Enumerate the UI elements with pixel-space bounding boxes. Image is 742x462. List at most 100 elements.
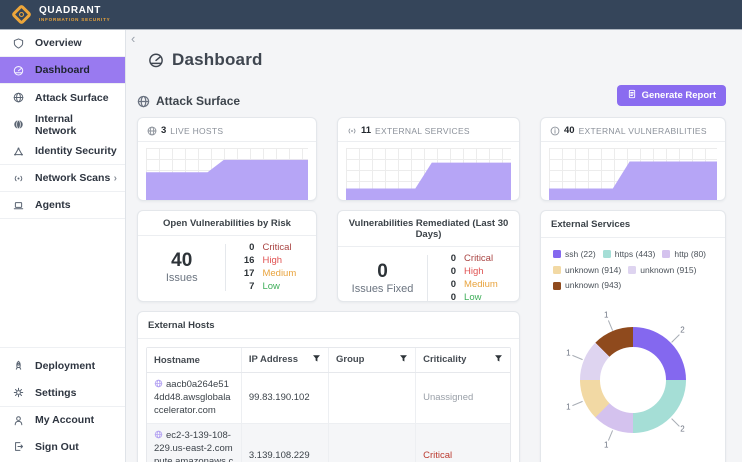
donut-legend: ssh (22) https (443) http (80) unknown (914… [541,238,725,294]
hierarchy-icon [11,146,26,157]
sidebar-item-agents[interactable]: Agents [0,192,125,219]
sidebar-item-my-account[interactable]: My Account [0,406,125,433]
card-body: 40 Issues 0Critical16High17Medium7Low [138,236,316,299]
open-vulnerabilities-card: Open Vulnerabilities by Risk 40 Issues 0… [137,210,317,302]
donut-callout-line [607,320,612,331]
issues-total: 40 Issues [138,251,225,284]
external-services-card: External Services ssh (22)https (443)htt… [540,210,726,462]
sidebar: Overview Dashboard Attack Surface Internal … [0,30,126,462]
sidebar-item-deployment[interactable]: Deployment [0,352,125,379]
hostname-cell: aacb0a264e514dd48.awsglobalaccelerator.c… [147,373,241,424]
chevron-right-icon: › [114,173,117,184]
card-title: Vulnerabilities Remediated (Last 30 Days… [338,211,519,247]
stat-label: EXTERNAL VULNERABILITIES [579,126,707,136]
rocket-icon [11,360,26,371]
brand-tagline: INFORMATION SECURITY [39,18,110,23]
sidebar-item-label: Overview [35,37,82,49]
sidebar-item-network-scans[interactable]: Network Scans› [0,165,125,192]
sidebar-item-label: Attack Surface [35,92,109,104]
sidebar-item-label: Identity Security [35,145,117,157]
legend-label: ssh (22) [565,247,596,261]
risk-row-low: 7Low [236,281,316,293]
sidebar-item-identity-security[interactable]: Identity Security [0,138,125,165]
donut-callout-label: 1 [566,349,570,358]
legend-label: https (443) [615,247,656,261]
criticality-cell: Unassigned [416,373,510,424]
legend-label: unknown (914) [565,263,621,277]
legend-item[interactable]: unknown (915) [628,263,696,277]
sidebar-item-label: Dashboard [35,64,90,76]
shield-icon [11,38,26,49]
sidebar-item-label: My Account [35,414,94,426]
column-label: IP Address [249,354,298,365]
legend-swatch [553,282,561,290]
sidebar-item-label: Deployment [35,360,95,372]
issues-fixed-count-label: Issues Fixed [352,283,414,295]
risk-label: Critical [262,242,291,254]
filter-funnel-icon[interactable] [494,354,503,366]
donut-callout-line [671,419,679,427]
legend-item[interactable]: https (443) [603,247,656,261]
stat-value: 3 [161,125,166,136]
filter-funnel-icon[interactable] [399,354,408,366]
host-row[interactable]: ec2-3-139-108-229.us-east-2.compute.amaz… [147,424,510,462]
dashboard-grid: 3 LIVE HOSTS 11 EXTERNAL SERVICES 40 EXT… [137,117,726,462]
generate-report-label: Generate Report [642,90,716,101]
risk-count: 0 [438,279,456,291]
host-row[interactable]: aacb0a264e514dd48.awsglobalaccelerator.c… [147,373,510,424]
external-services-donut-chart[interactable]: 221111 [541,304,725,459]
external-vulnerabilities-trend-chart [549,148,717,201]
group-cell [328,424,415,462]
brand-logo[interactable]: QUADRANT INFORMATION SECURITY [14,6,110,23]
risk-label: Critical [464,253,493,265]
host-globe-icon [154,379,163,388]
sidebar-item-label: Internal Network [35,113,117,137]
legend-swatch [553,266,561,274]
brand-name: QUADRANT [39,6,110,16]
sidebar-item-attack-surface[interactable]: Attack Surface [0,84,125,111]
risk-breakdown-list: 0Critical0High0Medium0Low [428,253,519,302]
risk-count: 0 [438,266,456,278]
donut-callout-label: 1 [604,440,608,449]
sidebar-item-internal-network[interactable]: Internal Network [0,111,125,138]
generate-report-button[interactable]: Generate Report [617,85,726,106]
sidebar-nav-list: Overview Dashboard Attack Surface Internal … [0,30,125,219]
external-hosts-table: HostnameIP AddressGroupCriticality aacb0… [147,348,510,462]
column-header-hostname: Hostname [147,348,241,373]
sidebar-collapse-button[interactable]: ‹ [131,32,135,45]
risk-label: Medium [262,268,296,280]
risk-row-high: 0 High [438,266,519,278]
hostname-cell: ec2-3-139-108-229.us-east-2.compute.amaz… [147,424,241,462]
risk-breakdown-list: 0Critical16High17Medium7Low [226,242,316,293]
host-globe-icon [154,430,163,439]
donut-callout-label: 1 [604,311,608,320]
legend-swatch [603,250,611,258]
sidebar-item-dashboard[interactable]: Dashboard [0,57,125,84]
ip-cell: 99.83.190.102 [241,373,328,424]
legend-item[interactable]: ssh (22) [553,247,596,261]
live-hosts-trend-chart [146,148,308,201]
column-header-criticality: Criticality [416,348,510,373]
filter-funnel-icon[interactable] [312,354,321,366]
risk-count: 17 [236,268,254,280]
card-title: Open Vulnerabilities by Risk [138,211,316,236]
risk-row-critical: 0 Critical [438,253,519,265]
sidebar-item-sign-out[interactable]: Sign Out [0,433,125,460]
sphere-icon [11,119,26,130]
legend-item[interactable]: unknown (943) [553,278,621,292]
legend-label: unknown (915) [640,263,696,277]
column-label: Criticality [423,354,466,365]
risk-label: High [464,266,484,278]
sidebar-item-settings[interactable]: Settings [0,379,125,406]
risk-count: 0 [438,253,456,265]
page-title: Dashboard [172,50,263,70]
risk-label: Medium [464,279,498,291]
ip-cell: 3.139.108.229 [241,424,328,462]
column-label: Hostname [154,355,200,366]
risk-count: 16 [236,255,254,267]
sidebar-item-overview[interactable]: Overview [0,30,125,57]
legend-item[interactable]: unknown (914) [553,263,621,277]
legend-item[interactable]: http (80) [662,247,706,261]
risk-count: 0 [438,292,456,302]
external-hosts-table-wrap: HostnameIP AddressGroupCriticality aacb0… [146,347,511,462]
